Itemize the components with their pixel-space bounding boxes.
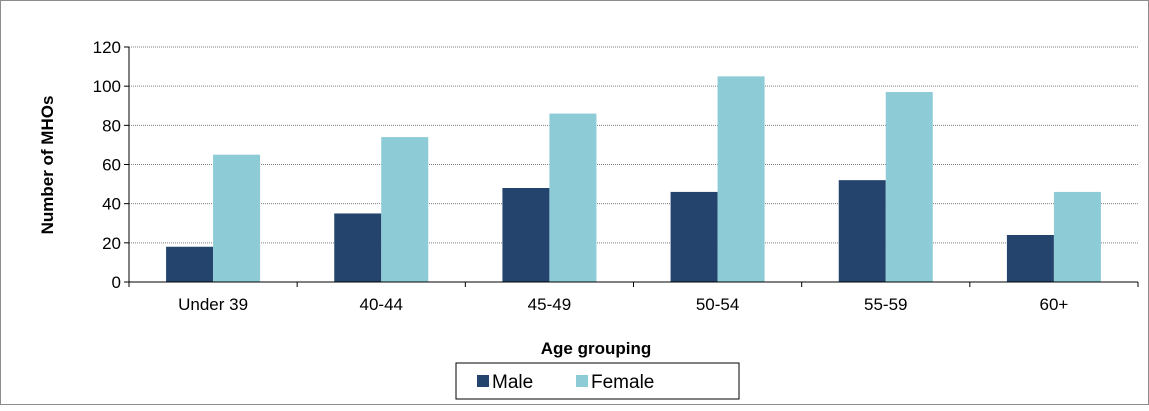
legend-label-female: Female [591,372,654,393]
x-axis-title: Age grouping [541,339,651,358]
legend-items: Male Female [477,372,654,393]
bar-male-40-44 [334,213,382,282]
bar-female-60+ [1053,191,1101,282]
y-tick-label: 40 [102,195,121,214]
bar-female-55-59 [885,92,933,283]
bar-male-50-54 [670,191,718,282]
x-tick-label: 45-49 [528,295,571,314]
bar-female-40-44 [381,137,429,282]
y-tick-label: 100 [93,77,121,96]
y-tick-label: 80 [102,116,121,135]
legend-label-male: Male [492,372,533,393]
bar-male-45-49 [502,188,550,282]
y-axis-title: Number of MHOs [38,96,57,235]
y-tick-label: 20 [102,234,121,253]
gridlines [129,46,1138,244]
x-tick-label: 55-59 [864,295,907,314]
x-tick-label: Under 39 [178,295,248,314]
bar-male-55-59 [838,180,886,282]
legend-swatch-male [477,375,489,387]
bar-female-45-49 [549,113,597,282]
y-tick-label: 120 [93,38,121,57]
x-tick-label: 50-54 [696,295,739,314]
y-tick-label: 60 [102,156,121,175]
legend-swatch-female [576,375,588,387]
x-tick-label: 60+ [1039,295,1068,314]
bar-male-under-39 [166,246,214,282]
legend-box [455,362,740,400]
bar-female-under-39 [213,154,261,282]
y-tick-label: 0 [112,273,121,292]
legend: Male Female [455,362,740,400]
bar-male-60+ [1006,235,1054,282]
bar-female-50-54 [717,76,765,282]
x-tick-label: 40-44 [360,295,403,314]
bars [166,76,1101,283]
axes: 0 20 40 60 80 100 120 Under 39 40-44 45-49 50-54 55… [93,38,1139,314]
